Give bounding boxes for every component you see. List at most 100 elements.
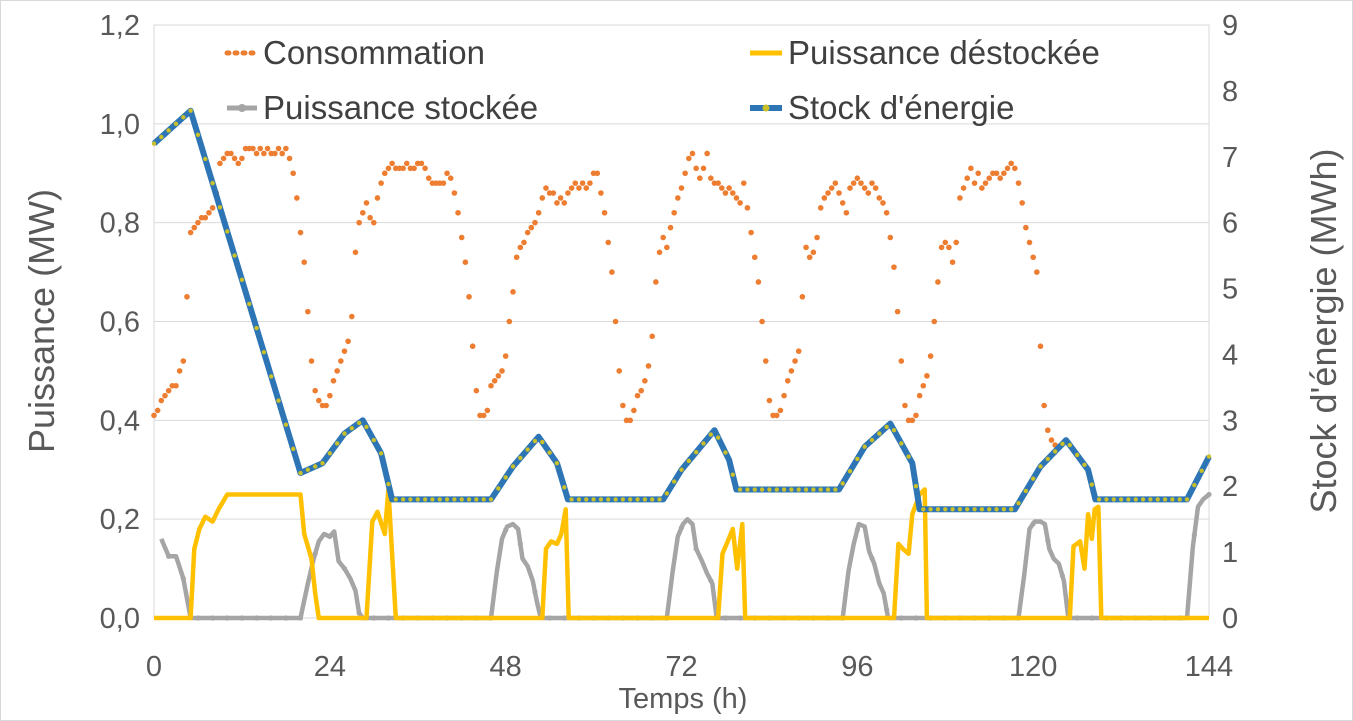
legend-label-puissance-destockee: Puissance déstockée [788, 34, 1100, 71]
point-consommation [1034, 269, 1040, 275]
point-consommation [561, 200, 568, 206]
marker-stock-energie [635, 497, 640, 502]
point-consommation [370, 219, 377, 226]
marker-puissance-stockee [898, 615, 904, 621]
point-consommation [832, 180, 839, 186]
marker-puissance-stockee [253, 615, 260, 621]
marker-stock-energie [510, 464, 516, 469]
point-consommation [664, 244, 670, 251]
point-consommation [693, 165, 699, 172]
marker-stock-energie [173, 121, 179, 127]
point-consommation [491, 378, 498, 384]
marker-stock-energie [628, 497, 633, 502]
point-consommation [422, 165, 428, 172]
point-consommation [316, 397, 322, 404]
point-consommation [722, 190, 729, 196]
point-consommation [202, 214, 209, 221]
y-tick-right-6: 6 [1222, 208, 1238, 240]
point-consommation [656, 249, 663, 256]
marker-stock-energie [1067, 442, 1072, 448]
marker-stock-energie [400, 497, 406, 502]
marker-stock-energie [606, 497, 611, 502]
point-consommation [554, 200, 560, 206]
marker-stock-energie [422, 497, 428, 502]
point-consommation [964, 175, 971, 181]
point-consommation [1015, 180, 1022, 186]
point-consommation [462, 259, 469, 266]
marker-stock-energie [349, 426, 355, 431]
point-consommation [836, 190, 842, 196]
marker-stock-energie [745, 487, 750, 492]
marker-stock-energie [1199, 468, 1204, 474]
marker-stock-energie [965, 507, 970, 512]
legend-label-consommation: Consommation [263, 34, 485, 71]
point-consommation [381, 170, 388, 177]
point-consommation [631, 407, 637, 414]
point-consommation [308, 358, 315, 364]
marker-stock-energie [811, 487, 816, 492]
point-consommation [360, 209, 366, 216]
point-consommation [517, 244, 524, 251]
point-consommation [953, 239, 960, 246]
marker-stock-energie [1082, 462, 1087, 468]
marker-stock-energie [884, 424, 889, 430]
marker-stock-energie [488, 497, 494, 502]
point-consommation [235, 160, 242, 167]
marker-stock-energie [1001, 507, 1007, 512]
point-consommation [543, 185, 549, 191]
marker-stock-energie [708, 432, 714, 437]
marker-stock-energie [569, 497, 574, 502]
marker-stock-energie [679, 467, 684, 472]
point-consommation [327, 392, 333, 399]
marker-stock-energie [386, 481, 391, 487]
point-consommation [733, 195, 740, 201]
legend-marker-puissance-stockee [238, 104, 246, 112]
marker-stock-energie [1096, 497, 1102, 502]
point-consommation [400, 165, 406, 172]
marker-stock-energie [415, 497, 420, 502]
point-consommation [290, 170, 297, 177]
point-consommation [469, 343, 476, 350]
x-axis-title: Temps (h) [619, 683, 748, 715]
point-consommation [799, 293, 806, 300]
marker-stock-energie [649, 497, 655, 502]
marker-puissance-stockee [678, 525, 685, 531]
marker-stock-energie [774, 487, 779, 492]
marker-stock-energie [408, 497, 413, 502]
point-consommation [982, 180, 989, 186]
point-consommation [594, 170, 601, 177]
point-consommation [784, 378, 791, 384]
legend: Consommation Puissance déstockée Puissan… [224, 34, 1100, 126]
point-consommation [612, 318, 619, 325]
point-consommation [971, 180, 978, 186]
marker-puissance-stockee [1089, 615, 1095, 621]
marker-stock-energie [781, 487, 787, 492]
point-consommation [960, 185, 967, 191]
point-consommation [1030, 254, 1036, 261]
marker-stock-energie [1140, 497, 1146, 502]
point-consommation [814, 234, 820, 241]
marker-stock-energie [957, 507, 963, 512]
point-consommation [601, 209, 608, 216]
point-consommation [484, 407, 491, 414]
marker-stock-energie [759, 487, 765, 492]
marker-stock-energie [1060, 441, 1065, 447]
point-consommation [726, 185, 732, 191]
marker-stock-energie [195, 132, 201, 138]
marker-puissance-stockee [224, 615, 230, 621]
point-consommation [986, 175, 993, 181]
point-consommation [861, 185, 868, 191]
point-consommation [795, 348, 802, 354]
point-consommation [913, 412, 919, 419]
point-consommation [781, 392, 787, 399]
point-consommation [488, 382, 494, 389]
point-consommation [675, 195, 681, 201]
point-consommation [773, 412, 780, 419]
marker-stock-energie [921, 507, 926, 512]
point-consommation [843, 209, 850, 216]
point-consommation [935, 279, 941, 285]
point-consommation [821, 195, 828, 201]
point-consommation [660, 234, 666, 241]
point-consommation [349, 313, 355, 320]
